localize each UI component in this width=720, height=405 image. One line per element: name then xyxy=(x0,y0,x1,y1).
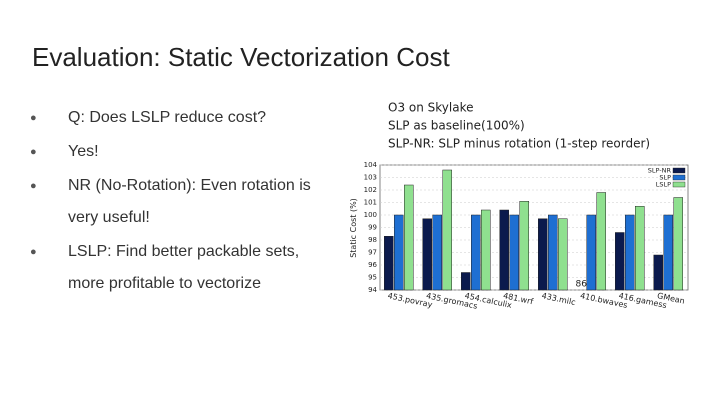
data-label: 86 xyxy=(576,280,588,290)
bar xyxy=(635,206,645,291)
bar xyxy=(471,214,481,291)
bar xyxy=(422,218,432,291)
chart-annotation: O3 on Skylake xyxy=(388,101,474,115)
bullet: LSLP: Find better packable sets, more pr… xyxy=(30,236,330,300)
bar xyxy=(499,209,509,291)
bar xyxy=(558,218,568,291)
legend-label: LSLP xyxy=(656,181,671,189)
y-tick-label: 101 xyxy=(364,199,377,207)
bar xyxy=(625,214,635,291)
bar xyxy=(432,214,442,291)
bar xyxy=(653,254,663,291)
bar xyxy=(481,209,491,291)
legend-swatch xyxy=(672,181,686,188)
bar xyxy=(509,214,519,291)
bar xyxy=(538,218,548,291)
y-tick-label: 99 xyxy=(368,224,377,232)
bar xyxy=(519,201,529,291)
chart-annotation: SLP as baseline(100%) xyxy=(388,119,525,133)
slide-title: Evaluation: Static Vectorization Cost xyxy=(32,42,450,72)
bar xyxy=(673,197,683,291)
x-tick-label: 433.milc xyxy=(541,291,577,307)
bar xyxy=(663,214,673,291)
chart-annotation: SLP-NR: SLP minus rotation (1-step reord… xyxy=(388,137,650,151)
y-tick-label: 97 xyxy=(368,249,377,257)
y-tick-label: 104 xyxy=(364,161,378,169)
bar xyxy=(586,214,596,291)
bar xyxy=(548,214,558,291)
y-tick-label: 96 xyxy=(368,261,377,269)
y-tick-label: 102 xyxy=(364,186,377,194)
legend-swatch xyxy=(672,174,686,181)
y-tick-label: 98 xyxy=(368,236,377,244)
bar xyxy=(394,214,404,291)
bar xyxy=(384,236,394,291)
y-tick-label: 100 xyxy=(364,211,377,219)
legend-swatch xyxy=(672,167,686,174)
bar xyxy=(615,232,625,291)
bar xyxy=(596,192,606,291)
bullet-list: Q: Does LSLP reduce cost? Yes! NR (No-Ro… xyxy=(30,102,330,302)
bar xyxy=(442,169,452,291)
bullet: Yes! xyxy=(30,136,330,168)
legend-label: SLP-NR xyxy=(648,167,672,175)
bullet: NR (No-Rotation): Even rotation is very … xyxy=(30,170,330,234)
y-tick-label: 95 xyxy=(368,274,377,282)
legend-label: SLP xyxy=(659,174,671,182)
bullet: Q: Does LSLP reduce cost? xyxy=(30,102,330,134)
y-tick-label: 94 xyxy=(368,286,377,294)
y-axis-label: Static Cost (%) xyxy=(349,198,358,258)
bar xyxy=(404,184,414,291)
bar xyxy=(461,272,471,291)
y-tick-label: 103 xyxy=(364,174,377,182)
